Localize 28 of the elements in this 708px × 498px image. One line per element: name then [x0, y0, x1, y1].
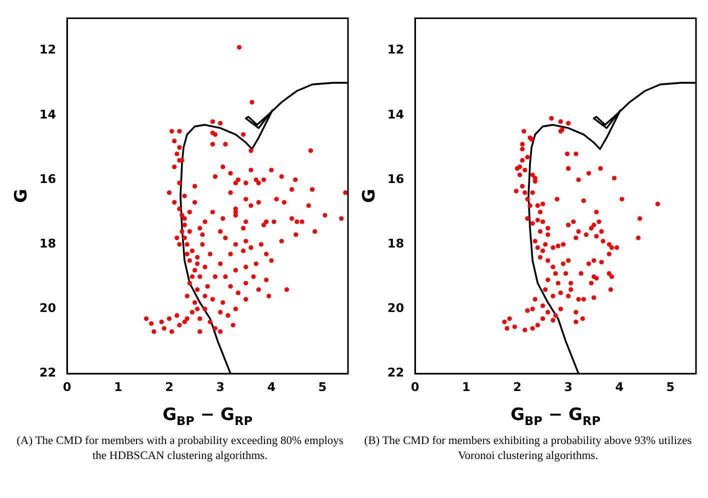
y-axis-title: G: [360, 188, 380, 203]
x-tick-label: 3: [216, 380, 224, 394]
x-tick-label: 3: [564, 380, 572, 394]
y-tick-label: 16: [39, 172, 56, 186]
y-tick-label: 20: [39, 301, 56, 316]
x-tick-label: 5: [666, 380, 675, 394]
x-tick-label: 0: [62, 380, 72, 394]
x-tick-label: 2: [513, 380, 522, 394]
x-tick-label: 5: [318, 380, 327, 394]
y-tick-label: 18: [387, 236, 404, 250]
x-tick-label: 1: [114, 380, 122, 394]
text: (B) The CMD for members exhibiting a probability above 93% utilizes Voronoi clustering algorithms.: [364, 435, 692, 462]
y-tick-label: 20: [387, 301, 404, 316]
y-axis-title: G: [12, 188, 32, 203]
y-tick-label: 22: [387, 366, 404, 380]
y-tick-label: 22: [39, 366, 56, 380]
x-tick-label: 4: [267, 380, 276, 394]
y-tick-label: 14: [387, 107, 404, 122]
y-tick-label: 12: [39, 42, 56, 57]
y-tick-label: 12: [387, 42, 404, 57]
x-tick-label: 1: [462, 380, 470, 394]
x-tick-label: 2: [165, 380, 174, 394]
y-tick-label: 14: [39, 107, 56, 122]
y-tick-label: 18: [39, 236, 56, 250]
x-tick-label: 0: [410, 380, 420, 394]
y-tick-label: 16: [387, 172, 404, 186]
text: (A) The CMD for members with a probability exceeding 80% employs the HDBSCAN clustering algorithms.: [16, 435, 344, 462]
x-tick-label: 4: [615, 380, 624, 394]
